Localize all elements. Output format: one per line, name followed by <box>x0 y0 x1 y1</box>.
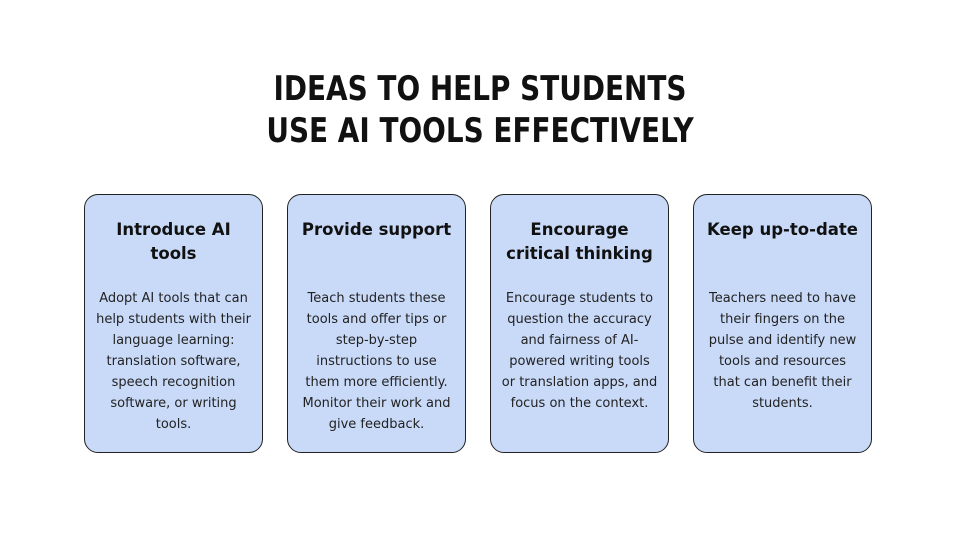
card-title: Provide support <box>301 220 452 239</box>
card-title: Keep up-to-date <box>707 220 858 239</box>
card-body: Teachers need to have their fingers on t… <box>708 291 857 411</box>
page-title: IDEAS TO HELP STUDENTS USE AI TOOLS EFFE… <box>86 68 873 152</box>
idea-cards: Introduce AI tools Adopt AI tools that c… <box>84 194 876 456</box>
page-title-line-2: USE AI TOOLS EFFECTIVELY <box>266 111 694 151</box>
card-provide-support: Provide support Teach students these too… <box>287 194 466 453</box>
card-body: Adopt AI tools that can help students wi… <box>96 291 251 432</box>
card-body: Encourage students to question the accur… <box>501 291 658 411</box>
card-encourage-critical-thinking: Encourage critical thinking Encourage st… <box>490 194 669 453</box>
card-title: Encourage critical thinking <box>506 220 653 263</box>
card-title: Introduce AI tools <box>116 220 231 263</box>
page-title-line-1: IDEAS TO HELP STUDENTS <box>273 69 687 109</box>
card-body: Teach students these tools and offer tip… <box>302 291 451 432</box>
card-keep-up-to-date: Keep up-to-date Teachers need to have th… <box>693 194 872 453</box>
card-introduce-ai-tools: Introduce AI tools Adopt AI tools that c… <box>84 194 263 453</box>
